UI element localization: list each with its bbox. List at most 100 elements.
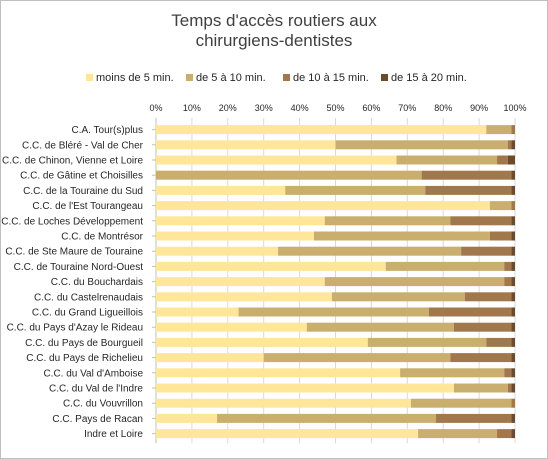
bar-segment-1 bbox=[156, 125, 487, 135]
chart-title: Temps d'accès routiers auxchirurgiens-de… bbox=[171, 11, 377, 50]
bar-segment-4 bbox=[511, 307, 515, 317]
bar-segment-2 bbox=[156, 170, 422, 180]
bar-segment-4 bbox=[511, 185, 515, 195]
bar-segment-2 bbox=[324, 216, 451, 226]
bar-segment-1 bbox=[156, 413, 218, 423]
category-label: C.C. de la Touraine du Sud bbox=[23, 186, 143, 197]
bar-segment-1 bbox=[156, 292, 332, 302]
bar-segment-2 bbox=[278, 246, 462, 256]
category-label: C.C. de Ste Maure de Touraine bbox=[5, 247, 143, 258]
bar-segment-4 bbox=[511, 140, 515, 150]
x-tick-label: 50% bbox=[326, 103, 344, 113]
legend-label: de 15 à 20 min. bbox=[391, 72, 467, 84]
bar-segment-2 bbox=[324, 277, 505, 287]
bar-segment-1 bbox=[156, 261, 386, 271]
bar-segment-2 bbox=[263, 353, 451, 363]
category-label: C.C. du Castelrenaudais bbox=[34, 292, 143, 303]
bar-segment-1 bbox=[156, 322, 307, 332]
bar-segment-4 bbox=[511, 170, 515, 180]
x-tick-label: 60% bbox=[362, 103, 380, 113]
bar-segment-3 bbox=[428, 307, 512, 317]
bar-segment-2 bbox=[367, 337, 487, 347]
bar-segment-1 bbox=[156, 155, 397, 165]
category-label: C.C. Pays de Racan bbox=[52, 414, 143, 425]
bar-segment-1 bbox=[156, 398, 411, 408]
bar-segment-3 bbox=[497, 429, 512, 439]
x-tick-label: 80% bbox=[434, 103, 452, 113]
bar-segment-4 bbox=[511, 261, 515, 271]
bar-segment-2 bbox=[285, 185, 426, 195]
category-label: C.C. du Vouvrillon bbox=[63, 399, 143, 410]
bar-segment-2 bbox=[489, 201, 512, 211]
bar-segment-2 bbox=[313, 231, 490, 241]
bar-segment-1 bbox=[156, 246, 279, 256]
x-axis-ticks: 0% 10% 20% 30% 40% 50% 60% 70% 80% 90% 100% bbox=[149, 103, 526, 113]
bar-segment-2 bbox=[396, 155, 498, 165]
bar-segment-4 bbox=[511, 337, 515, 347]
bar-segment-3 bbox=[497, 155, 508, 165]
bar-segment-1 bbox=[156, 429, 419, 439]
legend-label: moins de 5 min. bbox=[96, 72, 174, 84]
category-label: C.C. de Chinon, Vienne et Loire bbox=[2, 156, 143, 167]
bar-segment-2 bbox=[418, 429, 498, 439]
bar-segment-3 bbox=[421, 170, 512, 180]
category-label: C.C. du Val de l'Indre bbox=[49, 384, 143, 395]
bar-segment-3 bbox=[436, 413, 512, 423]
x-tick-label: 100% bbox=[503, 103, 526, 113]
bar-segment-3 bbox=[511, 398, 515, 408]
category-label: C.C. de l'Est Tourangeau bbox=[32, 201, 143, 212]
category-label: C.C. de Montrésor bbox=[61, 232, 143, 243]
x-tick-label: 0% bbox=[149, 103, 162, 113]
category-label: C.C. du Grand Ligueillois bbox=[32, 308, 143, 319]
legend-item-3: de 10 à 15 min. bbox=[283, 72, 369, 84]
bar-segment-2 bbox=[238, 307, 429, 317]
category-label: C.C. du Pays de Richelieu bbox=[26, 353, 143, 364]
y-axis-categories: C.A. Tour(s)plus C.C. de Bléré - Val de C… bbox=[1, 125, 156, 440]
legend-label: de 10 à 15 min. bbox=[293, 72, 369, 84]
bar-segment-3 bbox=[450, 353, 512, 363]
bar-segment-3 bbox=[511, 201, 515, 211]
bar-segment-1 bbox=[156, 337, 368, 347]
legend-item-1: moins de 5 min. bbox=[86, 72, 174, 84]
legend-label: de 5 à 10 min. bbox=[196, 72, 266, 84]
bar-segment-3 bbox=[464, 292, 512, 302]
bar-segment-4 bbox=[511, 216, 515, 226]
bar-segment-3 bbox=[507, 140, 512, 150]
bar-segment-1 bbox=[156, 353, 264, 363]
bars bbox=[156, 125, 515, 439]
category-label: C.A. Tour(s)plus bbox=[71, 125, 143, 136]
bar-segment-2 bbox=[306, 322, 454, 332]
bar-segment-4 bbox=[511, 292, 515, 302]
bar-segment-3 bbox=[450, 216, 512, 226]
bar-segment-3 bbox=[425, 185, 512, 195]
category-label: C.C. du Pays de Bourgueil bbox=[25, 338, 143, 349]
bar-segment-3 bbox=[486, 337, 512, 347]
bar-segment-2 bbox=[410, 398, 512, 408]
bar-segment-4 bbox=[507, 155, 515, 165]
bar-segment-1 bbox=[156, 231, 314, 241]
bar-segment-4 bbox=[511, 413, 515, 423]
bar-segment-3 bbox=[504, 368, 512, 378]
x-tick-label: 70% bbox=[398, 103, 416, 113]
bar-segment-2 bbox=[453, 383, 508, 393]
category-label: C.C. de Gâtine et Choisilles bbox=[20, 171, 143, 182]
x-tick-label: 20% bbox=[219, 103, 237, 113]
x-tick-label: 30% bbox=[255, 103, 273, 113]
bar-segment-2 bbox=[400, 368, 505, 378]
bar-segment-4 bbox=[511, 322, 515, 332]
bar-segment-1 bbox=[156, 368, 401, 378]
bar-segment-4 bbox=[511, 277, 515, 287]
bar-segment-2 bbox=[335, 140, 508, 150]
bar-segment-3 bbox=[453, 322, 512, 332]
chart-title-line-2: chirurgiens-dentistes bbox=[196, 31, 353, 50]
x-tick-label: 40% bbox=[291, 103, 309, 113]
category-label: C.C. de Loches Développement bbox=[1, 216, 143, 227]
category-label: C.C. du Pays d'Azay le Rideau bbox=[7, 323, 143, 334]
category-label: C.C. du Bouchardais bbox=[51, 277, 143, 288]
bar-segment-4 bbox=[511, 246, 515, 256]
legend: moins de 5 min. de 5 à 10 min. de 10 à 15 … bbox=[86, 72, 467, 84]
bar-segment-2 bbox=[385, 261, 505, 271]
bar-segment-3 bbox=[504, 277, 512, 287]
bar-segment-2 bbox=[486, 125, 512, 135]
